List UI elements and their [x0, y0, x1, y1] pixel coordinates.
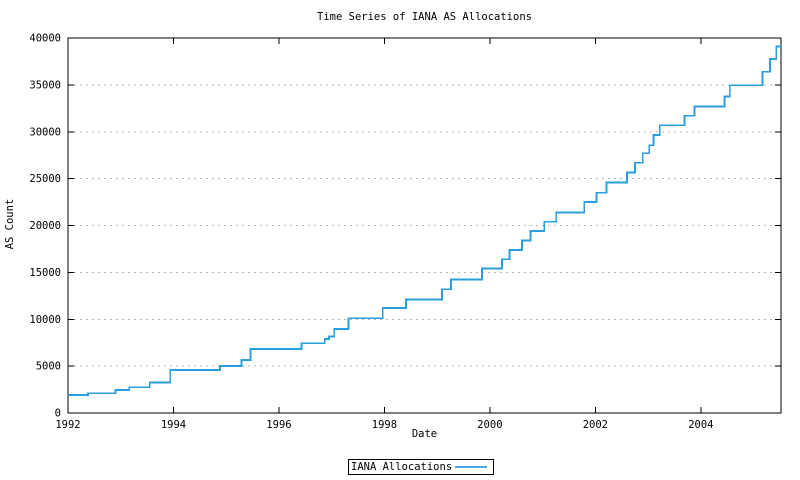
- legend-line-sample: [455, 466, 487, 468]
- legend-label: IANA Allocations: [351, 461, 453, 473]
- x-tick-label: 1992: [55, 419, 80, 431]
- y-tick-label: 0: [55, 408, 61, 420]
- x-tick-label: 2000: [477, 419, 502, 431]
- chart-title: Time Series of IANA AS Allocations: [317, 11, 532, 23]
- y-tick-label: 25000: [29, 173, 61, 185]
- plot-border: [67, 37, 782, 414]
- y-tick-label: 30000: [29, 126, 61, 138]
- y-tick-label: 15000: [29, 267, 61, 279]
- data-line-iana-allocations: [68, 45, 781, 396]
- x-tick-label: 1998: [372, 419, 397, 431]
- y-tick-label: 5000: [36, 361, 61, 373]
- x-tick-label: 2002: [583, 419, 608, 431]
- x-axis-label: Date: [411, 428, 438, 440]
- y-tick-label: 20000: [29, 220, 61, 232]
- x-tick-label: 2004: [688, 419, 713, 431]
- y-tick-label: 35000: [29, 79, 61, 91]
- y-tick-label: 40000: [29, 33, 61, 45]
- legend: IANA Allocations: [348, 459, 494, 475]
- y-tick-label: 10000: [29, 314, 61, 326]
- x-tick-label: 1996: [266, 419, 291, 431]
- x-tick-label: 1994: [161, 419, 186, 431]
